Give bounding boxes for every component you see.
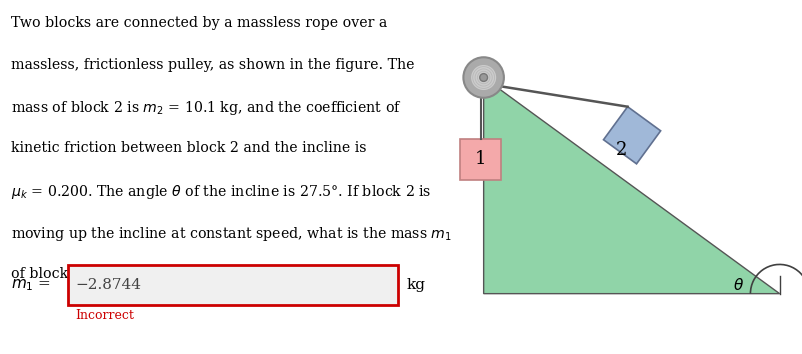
- Circle shape: [479, 74, 487, 81]
- Text: massless, frictionless pulley, as shown in the figure. The: massless, frictionless pulley, as shown …: [11, 58, 414, 72]
- FancyBboxPatch shape: [603, 107, 660, 164]
- Text: kg: kg: [407, 278, 426, 292]
- Text: moving up the incline at constant speed, what is the mass $m_1$: moving up the incline at constant speed,…: [11, 225, 452, 243]
- FancyBboxPatch shape: [460, 139, 500, 179]
- Circle shape: [463, 57, 504, 98]
- Text: $\theta$: $\theta$: [732, 277, 743, 293]
- Text: Two blocks are connected by a massless rope over a: Two blocks are connected by a massless r…: [11, 16, 387, 30]
- Text: kinetic friction between block 2 and the incline is: kinetic friction between block 2 and the…: [11, 141, 366, 155]
- Text: 1: 1: [474, 150, 486, 168]
- FancyBboxPatch shape: [67, 265, 398, 305]
- Polygon shape: [483, 78, 779, 294]
- Text: of block 1?: of block 1?: [11, 267, 89, 281]
- Text: mass of block 2 is $m_2$ = 10.1 kg, and the coefficient of: mass of block 2 is $m_2$ = 10.1 kg, and …: [11, 99, 401, 118]
- Text: −2.8744: −2.8744: [75, 278, 141, 292]
- Text: $m_1$ =: $m_1$ =: [11, 277, 51, 293]
- Text: Incorrect: Incorrect: [75, 309, 135, 322]
- Circle shape: [470, 64, 496, 91]
- Text: $\mu_k$ = 0.200. The angle $\theta$ of the incline is 27.5°. If block 2 is: $\mu_k$ = 0.200. The angle $\theta$ of t…: [11, 183, 431, 201]
- Text: 2: 2: [615, 141, 626, 159]
